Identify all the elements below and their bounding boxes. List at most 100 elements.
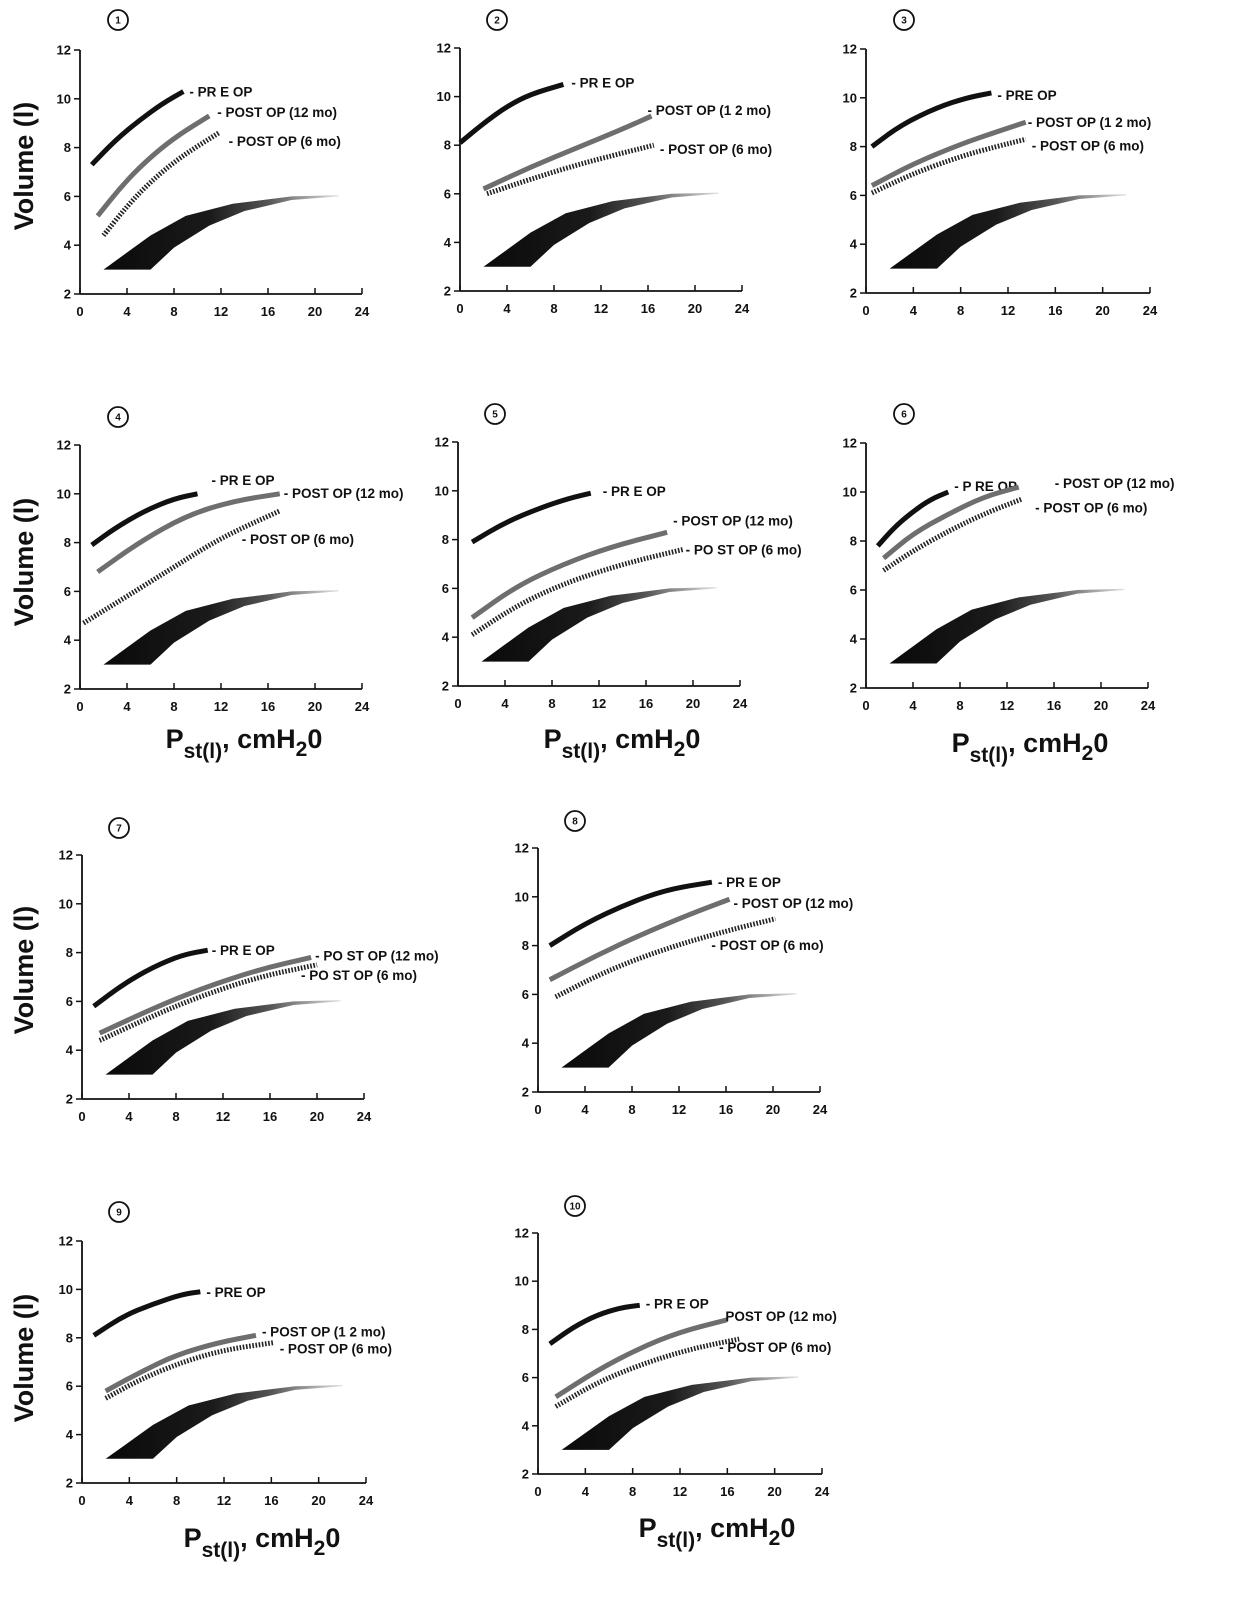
y-tick-label: 12 — [843, 436, 857, 451]
y-axis-title: Volume (l) — [9, 1294, 39, 1423]
series-label: - POST OP (12 mo) — [217, 105, 337, 120]
x-tick-label: 24 — [357, 1109, 372, 1124]
series-label: - PR E OP — [212, 473, 275, 488]
y-tick-label: 2 — [522, 1085, 529, 1100]
y-tick-label: 2 — [442, 679, 449, 694]
series-label: - PR E OP — [603, 484, 666, 499]
x-tick-label: 16 — [719, 1102, 733, 1117]
y-tick-label: 12 — [515, 1226, 529, 1241]
y-axis-title: Volume (l) — [9, 498, 39, 627]
x-tick-label: 8 — [173, 1493, 180, 1508]
x-tick-label: 8 — [172, 1109, 179, 1124]
y-tick-label: 2 — [850, 681, 857, 696]
series-line-postop-12mo — [104, 1332, 257, 1394]
y-tick-label: 2 — [850, 286, 857, 301]
y-tick-label: 6 — [522, 1370, 529, 1385]
x-tick-label: 12 — [592, 696, 606, 711]
x-tick-label: 0 — [456, 301, 463, 316]
panel-number-circle — [564, 1195, 586, 1217]
x-axis-title: Pst(l), cmH20 — [166, 724, 323, 763]
x-tick-label: 24 — [733, 696, 748, 711]
series-label: - PO ST OP (6 mo) — [686, 542, 802, 557]
series-line-postop-12mo — [96, 491, 281, 574]
series-line-preop — [90, 491, 199, 548]
x-tick-label: 24 — [1141, 698, 1156, 713]
x-tick-label: 12 — [214, 304, 228, 319]
series-label: - PR E OP — [571, 75, 634, 90]
series-label: - PR E OP — [212, 943, 275, 958]
series-line-postop-6mo — [82, 508, 281, 626]
normal-reference-band — [889, 588, 1125, 664]
y-axis-title: Volume (l) — [9, 906, 39, 1035]
series-label: - PR E OP — [646, 1296, 709, 1311]
y-tick-label: 6 — [66, 1379, 73, 1394]
series-line-postop-12mo — [482, 113, 653, 192]
series-line-postop-6mo — [98, 962, 318, 1043]
y-tick-label: 6 — [66, 994, 73, 1009]
series-label: - POST OP (6 mo) — [242, 532, 354, 547]
y-tick-label: 8 — [850, 139, 857, 154]
panel-number: 3 — [901, 16, 907, 27]
normal-reference-band — [103, 590, 339, 665]
panel-number: 10 — [569, 1202, 581, 1213]
x-tick-label: 12 — [216, 1109, 230, 1124]
x-tick-label: 4 — [123, 304, 131, 319]
series-line-preop — [89, 89, 185, 167]
series-label: - POST OP (6 mo) — [711, 938, 823, 953]
y-tick-label: 4 — [522, 1036, 530, 1051]
x-tick-label: 16 — [261, 699, 275, 714]
x-tick-label: 20 — [686, 696, 700, 711]
panel-number-circle — [484, 403, 506, 425]
panel-number-circle — [108, 817, 130, 839]
y-tick-label: 6 — [442, 581, 449, 596]
x-tick-label: 24 — [1143, 303, 1158, 318]
panel-number-circle — [564, 810, 586, 832]
series-label: - PRE OP — [206, 1285, 265, 1300]
series-line-postop-6mo — [486, 142, 655, 197]
x-tick-label: 4 — [581, 1102, 589, 1117]
panel-number: 6 — [901, 410, 907, 421]
panel-number-circle — [107, 406, 129, 428]
series-line-preop — [548, 879, 713, 948]
x-tick-label: 12 — [217, 1493, 231, 1508]
x-tick-label: 0 — [862, 303, 869, 318]
x-tick-label: 0 — [862, 698, 869, 713]
series-label: POST OP (12 mo) — [725, 1309, 837, 1324]
series-label: - PRE OP — [997, 88, 1056, 103]
y-tick-label: 4 — [64, 633, 72, 648]
x-tick-label: 4 — [126, 1493, 134, 1508]
y-tick-label: 4 — [66, 1043, 74, 1058]
y-tick-label: 2 — [444, 284, 451, 299]
x-axis-title: Pst(l), cmH20 — [639, 1513, 796, 1552]
y-tick-label: 8 — [66, 1330, 73, 1345]
x-tick-label: 4 — [125, 1109, 133, 1124]
y-tick-label: 4 — [522, 1418, 530, 1433]
panel-number: 1 — [115, 16, 121, 27]
y-tick-label: 4 — [850, 237, 858, 252]
panel-number-circle — [893, 9, 915, 31]
x-tick-label: 24 — [355, 304, 370, 319]
x-tick-label: 12 — [1000, 698, 1014, 713]
x-tick-label: 12 — [673, 1484, 687, 1499]
panel-number: 2 — [494, 16, 500, 27]
x-tick-label: 24 — [813, 1102, 828, 1117]
y-tick-label: 10 — [59, 1282, 73, 1297]
x-tick-label: 20 — [308, 699, 322, 714]
x-tick-label: 24 — [735, 301, 750, 316]
y-tick-label: 10 — [57, 486, 71, 501]
series-line-postop-6mo — [101, 130, 220, 238]
panel-number: 5 — [492, 410, 498, 421]
y-tick-label: 10 — [843, 485, 857, 500]
x-tick-label: 24 — [815, 1484, 830, 1499]
y-tick-label: 12 — [437, 41, 451, 56]
y-tick-label: 8 — [442, 532, 449, 547]
y-tick-label: 8 — [66, 945, 73, 960]
series-line-postop-12mo — [548, 896, 731, 982]
series-line-postop-6mo — [870, 136, 1027, 196]
